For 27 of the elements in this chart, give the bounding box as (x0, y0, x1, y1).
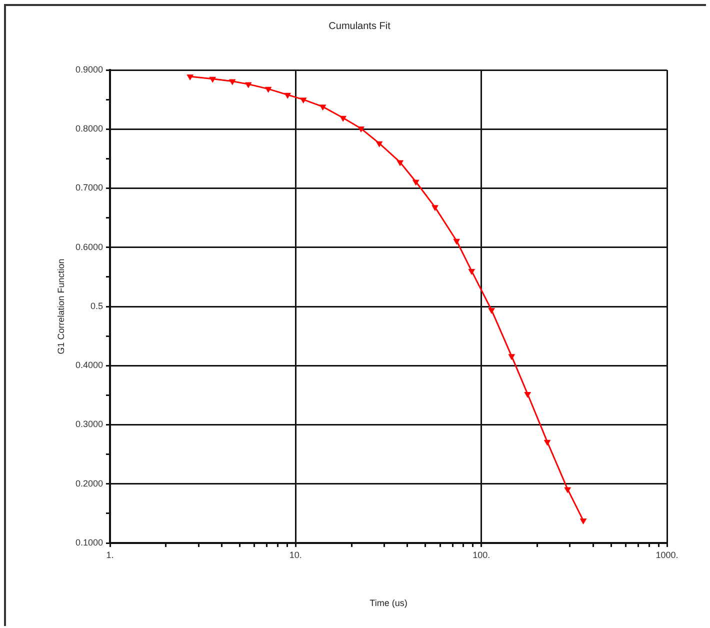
y-tick-label: 0.3000 (75, 419, 103, 430)
y-tick-label: 0.2000 (75, 478, 103, 488)
x-tick-label: 1. (106, 550, 114, 560)
x-tick-label: 100. (472, 550, 490, 560)
point (488, 308, 494, 314)
y-tick-label: 0.7000 (75, 182, 103, 193)
y-tick-label: 0.4000 (75, 360, 103, 370)
y-tick-label: 0.9000 (75, 64, 103, 74)
point (340, 116, 346, 122)
y-tick-label: 0.8000 (75, 124, 103, 134)
point (524, 392, 531, 398)
point (468, 269, 475, 274)
y-axis-title: G1 Correlation Function (56, 258, 66, 354)
x-axis-title: Time (us) (370, 598, 408, 608)
x-tick-label: 1000. (656, 550, 678, 560)
point (580, 518, 586, 524)
y-tick-label: 0.5 (90, 300, 103, 311)
chart-title: Cumulants Fit (328, 20, 391, 32)
y-tick-label: 0.1000 (75, 537, 103, 548)
point (358, 126, 364, 132)
point (265, 86, 272, 92)
point (376, 141, 382, 147)
y-tick-label: 0.6000 (75, 242, 103, 252)
x-tick-label: 10. (289, 550, 302, 560)
point (544, 440, 550, 446)
point (284, 92, 291, 98)
point (210, 76, 216, 82)
